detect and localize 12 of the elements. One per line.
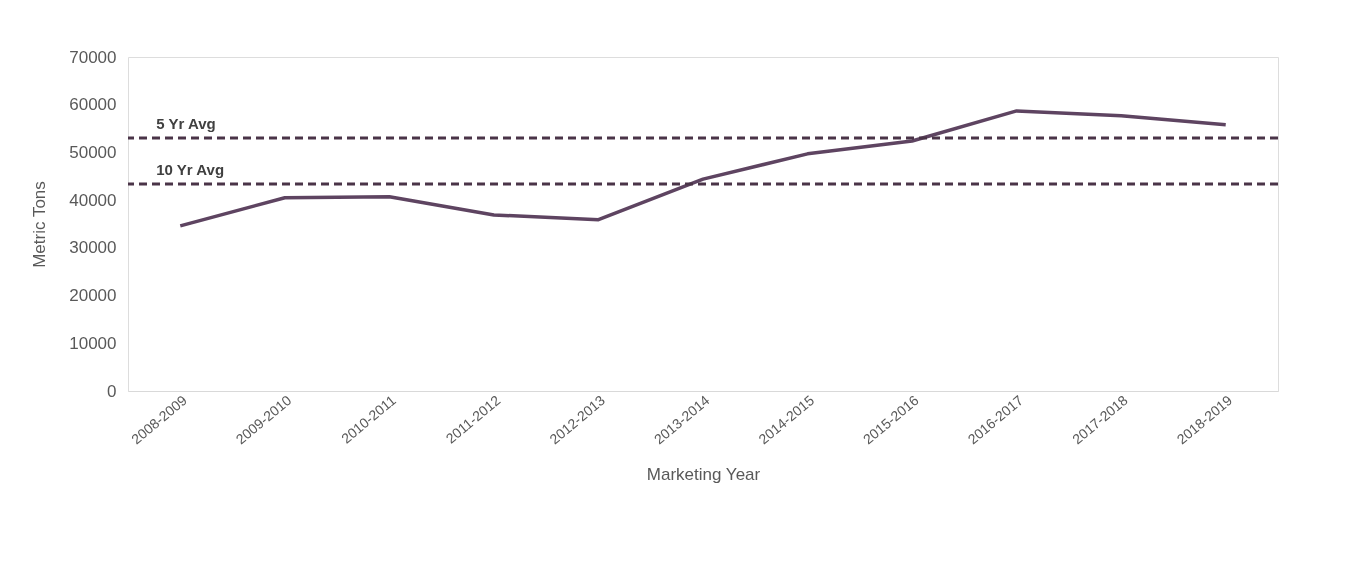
x-axis-title: Marketing Year	[646, 465, 761, 485]
ref-line-label: 10 Yr Avg	[156, 160, 225, 178]
y-tick-label: 0	[107, 381, 117, 401]
y-tick-label: 70000	[69, 47, 117, 67]
y-tick-label: 60000	[69, 95, 117, 115]
y-tick-label: 30000	[69, 238, 117, 258]
y-tick-label: 40000	[69, 190, 117, 210]
y-tick-label: 20000	[69, 286, 117, 306]
ref-line-label: 5 Yr Avg	[156, 115, 216, 133]
y-tick-label: 10000	[69, 333, 117, 353]
y-tick-label: 50000	[69, 142, 117, 162]
y-axis-title: Metric Tons	[30, 181, 50, 268]
